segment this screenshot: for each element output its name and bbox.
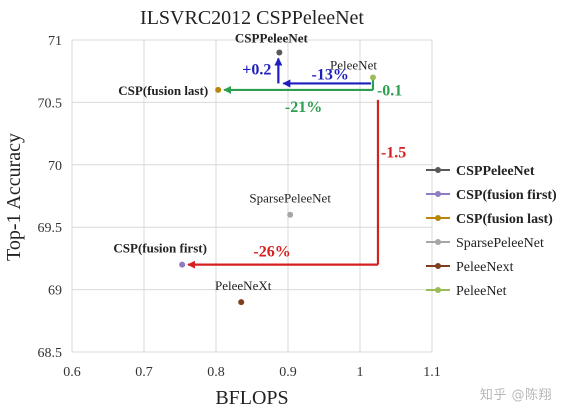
legend-label: SparsePeleeNet <box>456 236 544 251</box>
y-tick-label: 70 <box>48 159 62 174</box>
x-tick-label: 0.6 <box>63 365 81 380</box>
x-tick-label: 1 <box>357 365 364 380</box>
legend-label: PeleeNet <box>456 284 507 299</box>
y-tick-label: 69.5 <box>38 221 63 236</box>
point-label: PeleeNet <box>330 57 377 72</box>
watermark: 知乎 @陈翔 <box>479 388 552 403</box>
data-point <box>276 49 283 56</box>
point-label: SparsePeleeNet <box>249 191 331 206</box>
annotation-label: -1.5 <box>381 144 406 161</box>
legend: CSPPeleeNet CSP(fusion first) CSP(fusion l… <box>426 164 557 299</box>
data-point <box>238 299 245 306</box>
legend-marker <box>435 167 441 173</box>
legend-marker <box>435 239 441 245</box>
x-tick-label: 1.1 <box>423 365 441 380</box>
annotation-label: -13% <box>311 66 348 83</box>
chart-title: ILSVRC2012 CSPPeleeNet <box>140 7 364 29</box>
annotation-label: -26% <box>253 244 290 261</box>
y-tick-label: 68.5 <box>38 346 63 361</box>
x-tick-label: 0.9 <box>279 365 297 380</box>
data-point <box>179 261 186 268</box>
data-point <box>215 86 222 93</box>
legend-label: CSP(fusion first) <box>456 188 557 203</box>
annotation-label: -0.1 <box>377 82 402 99</box>
annotation-label: -21% <box>285 99 322 116</box>
data-points <box>179 49 376 306</box>
annotation-arrows <box>187 57 380 269</box>
legend-marker <box>435 215 441 221</box>
x-tick-label: 0.8 <box>207 365 225 380</box>
point-label: CSP(fusion first) <box>113 241 207 256</box>
legend-marker <box>435 191 441 197</box>
legend-label: PeleeNext <box>456 260 514 275</box>
point-label: CSP(fusion last) <box>118 83 208 98</box>
tick-labels: 0.6 0.7 0.8 0.9 1 1.1 68.5 69 69.5 70 70.5 71 <box>38 34 441 380</box>
x-axis-label: BFLOPS <box>215 387 288 409</box>
y-tick-label: 70.5 <box>38 96 63 111</box>
legend-label: CSPPeleeNet <box>456 164 535 179</box>
annotations: CSPPeleeNet PeleeNet CSP(fusion last) Spars… <box>113 30 406 293</box>
x-tick-label: 0.7 <box>135 365 153 380</box>
legend-marker <box>435 287 441 293</box>
legend-marker <box>435 263 441 269</box>
annotation-label: +0.2 <box>242 61 271 78</box>
point-label: CSPPeleeNet <box>235 30 309 45</box>
y-axis-label: Top-1 Accuracy <box>3 133 25 261</box>
data-point <box>369 74 376 81</box>
y-tick-label: 71 <box>48 34 62 49</box>
legend-label: CSP(fusion last) <box>456 212 553 227</box>
data-point <box>287 211 294 218</box>
point-label: PeleeNeXt <box>215 278 272 293</box>
y-tick-label: 69 <box>48 284 62 299</box>
